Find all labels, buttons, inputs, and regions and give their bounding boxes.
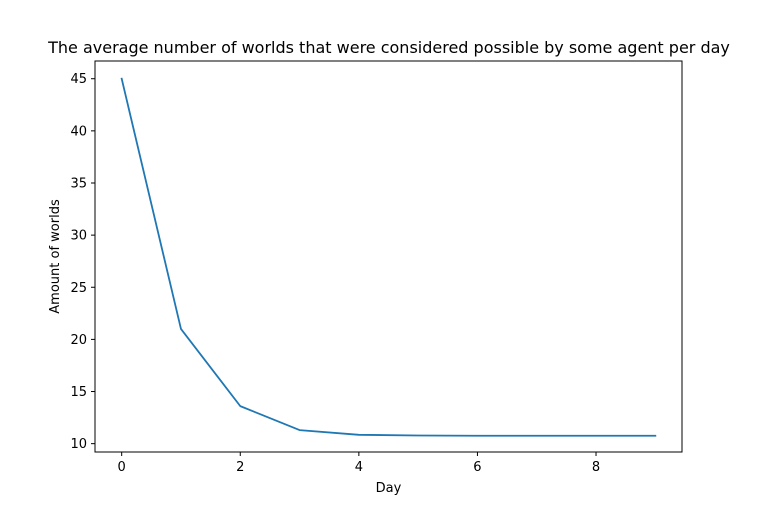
x-axis-label: Day bbox=[376, 481, 402, 496]
y-tick-label: 35 bbox=[70, 176, 87, 191]
x-tick-label: 8 bbox=[592, 460, 600, 475]
chart-title: The average number of worlds that were c… bbox=[47, 38, 730, 57]
x-tick-label: 6 bbox=[473, 460, 481, 475]
y-tick-label: 15 bbox=[70, 385, 87, 400]
y-tick-label: 45 bbox=[70, 72, 87, 87]
series-layer bbox=[120, 77, 657, 437]
y-axis-ticks: 10 15 20 25 30 35 40 45 bbox=[70, 72, 95, 452]
x-tick-label: 4 bbox=[355, 460, 363, 475]
y-tick-label: 30 bbox=[70, 229, 87, 244]
y-tick-label: 25 bbox=[70, 281, 87, 296]
y-tick-label: 20 bbox=[70, 333, 87, 348]
y-tick-label: 10 bbox=[70, 437, 87, 452]
y-axis-label: Amount of worlds bbox=[48, 199, 63, 314]
x-tick-label: 0 bbox=[118, 460, 126, 475]
x-tick-label: 2 bbox=[236, 460, 244, 475]
y-tick-label: 40 bbox=[70, 124, 87, 139]
plot-area-frame bbox=[94, 60, 683, 453]
x-axis-ticks: 0 2 4 6 8 bbox=[118, 452, 600, 475]
series-line bbox=[120, 77, 657, 437]
